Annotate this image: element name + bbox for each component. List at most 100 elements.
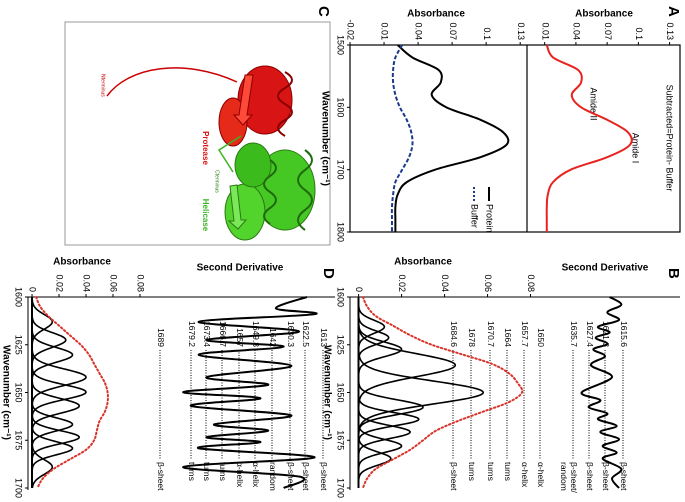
x-tick-label: 1700: [336, 478, 346, 498]
panel-a-frame: [349, 44, 681, 233]
peak-position: 1642: [268, 328, 278, 347]
peak-position: 1621.3: [601, 321, 611, 347]
protease-helix: [277, 71, 293, 137]
peak-position: 1613: [319, 328, 329, 347]
peak-position: 1630.3: [286, 321, 296, 347]
peak-assignment: β-sheet: [585, 462, 595, 491]
x-tick-label: 1675: [336, 430, 346, 450]
assignment-line: random: [559, 462, 569, 491]
x-tick-label: 1600: [14, 287, 24, 307]
series-line: [390, 44, 414, 232]
annotation: Amide II: [589, 87, 599, 120]
peak-position: 1678: [467, 328, 477, 347]
peak-position: 1664: [503, 328, 513, 347]
protease-sheet: [232, 74, 254, 126]
y-tick-label: 0.01: [540, 22, 550, 40]
chart-title: Subtracted=Protein- Buffer: [665, 85, 675, 192]
x-tick-label: 1700: [336, 160, 346, 180]
y-tick-label: 0.02: [55, 274, 65, 292]
peak-assignment: β-sheet: [301, 462, 311, 491]
x-tick-label: 1600: [336, 287, 346, 307]
y-tick-label: 0.13: [665, 22, 675, 40]
peak-position: 1679.2: [187, 321, 197, 347]
y-tick-label: 0.04: [82, 274, 92, 292]
second-derivative: [580, 296, 623, 489]
y-axis-title: Absorbance: [575, 9, 633, 20]
peak-assignment: turns: [218, 462, 228, 481]
second-derivative-title: Second Derivative: [197, 263, 284, 274]
panel-label: B: [665, 268, 682, 279]
n-terminus-label: Nterminus: [100, 74, 106, 97]
peak-position: 1666.7: [218, 321, 228, 347]
envelope: [361, 296, 524, 489]
figure-body: A B C D Helicase Protease Nterminus Cter…: [0, 6, 682, 498]
y-axis-title: Absorbance: [53, 257, 111, 268]
second-derivative: [182, 296, 318, 489]
y-tick-label: 0.04: [572, 22, 582, 40]
x-tick-label: 1500: [336, 35, 346, 55]
x-tick-label: 1700: [14, 478, 24, 498]
series-line: [545, 44, 633, 232]
n-terminus-loop: [106, 67, 238, 97]
y-tick-label: -0.02: [346, 19, 356, 40]
peak-assignment: turns: [467, 462, 477, 481]
peak-assignment: β-sheet: [156, 462, 166, 491]
peak-assignment: turns: [486, 462, 496, 481]
peak-assignment: α-helix: [251, 462, 261, 488]
peak-assignment: α-helix: [235, 462, 245, 488]
c-terminus-label: Cterminus: [214, 170, 220, 193]
y-axis-title: Absorbance: [394, 257, 452, 268]
x-tick-label: 1675: [14, 430, 24, 450]
component-band: [357, 297, 392, 489]
peak-assignment: turns: [187, 462, 197, 481]
y-axis-title: Absorbance: [407, 9, 465, 20]
y-tick-label: 0: [354, 287, 364, 292]
helicase-helix: [263, 159, 277, 225]
x-axis-title: Wavenumber (cm⁻¹): [319, 91, 330, 186]
peak-assignment: β-sheet: [286, 462, 296, 491]
peak-position: 1670.7: [486, 321, 496, 347]
peak-position: 1657: [235, 328, 245, 347]
panel-label: D: [320, 268, 337, 279]
assignment-line: β-sheet/: [569, 462, 579, 494]
peak-position: 1673.4: [202, 321, 212, 347]
envelope: [35, 296, 109, 489]
legend-label: Protein: [485, 204, 495, 233]
y-tick-label: 0.08: [526, 274, 536, 292]
component-band: [357, 297, 457, 488]
helicase-helix: [297, 149, 313, 231]
peak-assignment: β-sheet/random: [559, 462, 579, 494]
y-tick-label: 0.02: [397, 274, 407, 292]
component-band: [31, 297, 54, 489]
peak-assignment: β-sheet: [449, 462, 459, 491]
peak-assignment: α-helix: [536, 462, 546, 488]
annotation: Amide I: [631, 133, 641, 164]
structure-panel: Helicase Protease Nterminus Cterminus: [64, 21, 331, 246]
y-tick-label: 0.08: [136, 274, 146, 292]
peak-assignment: turns: [503, 462, 513, 481]
y-tick-label: 0.07: [603, 22, 613, 40]
panel-label: A: [665, 6, 682, 17]
peak-position: 1622.5: [301, 321, 311, 347]
x-tick-label: 1650: [14, 382, 24, 402]
helicase-sheet: [227, 184, 248, 230]
x-tick-label: 1600: [336, 97, 346, 117]
peak-position: 1689: [156, 328, 166, 347]
peak-position: 1635.7: [569, 321, 579, 347]
y-tick-label: 0.1: [634, 27, 644, 40]
legend-label: Buffer: [470, 204, 480, 228]
peak-position: 1615.6: [619, 321, 629, 347]
x-tick-label: 1625: [14, 335, 24, 355]
x-axis-title: Wavenumber (cm⁻¹): [0, 345, 11, 440]
helicase-domain: [234, 142, 272, 188]
protease-label: Protease: [201, 131, 210, 165]
peak-assignment: β-sheet: [319, 462, 329, 491]
peak-position: 1684.6: [449, 321, 459, 347]
y-tick-label: 0.06: [109, 274, 119, 292]
y-tick-label: 0.01: [380, 22, 390, 40]
y-tick-label: 0.06: [483, 274, 493, 292]
peak-assignment: random: [268, 462, 278, 491]
y-tick-label: 0.07: [448, 22, 458, 40]
